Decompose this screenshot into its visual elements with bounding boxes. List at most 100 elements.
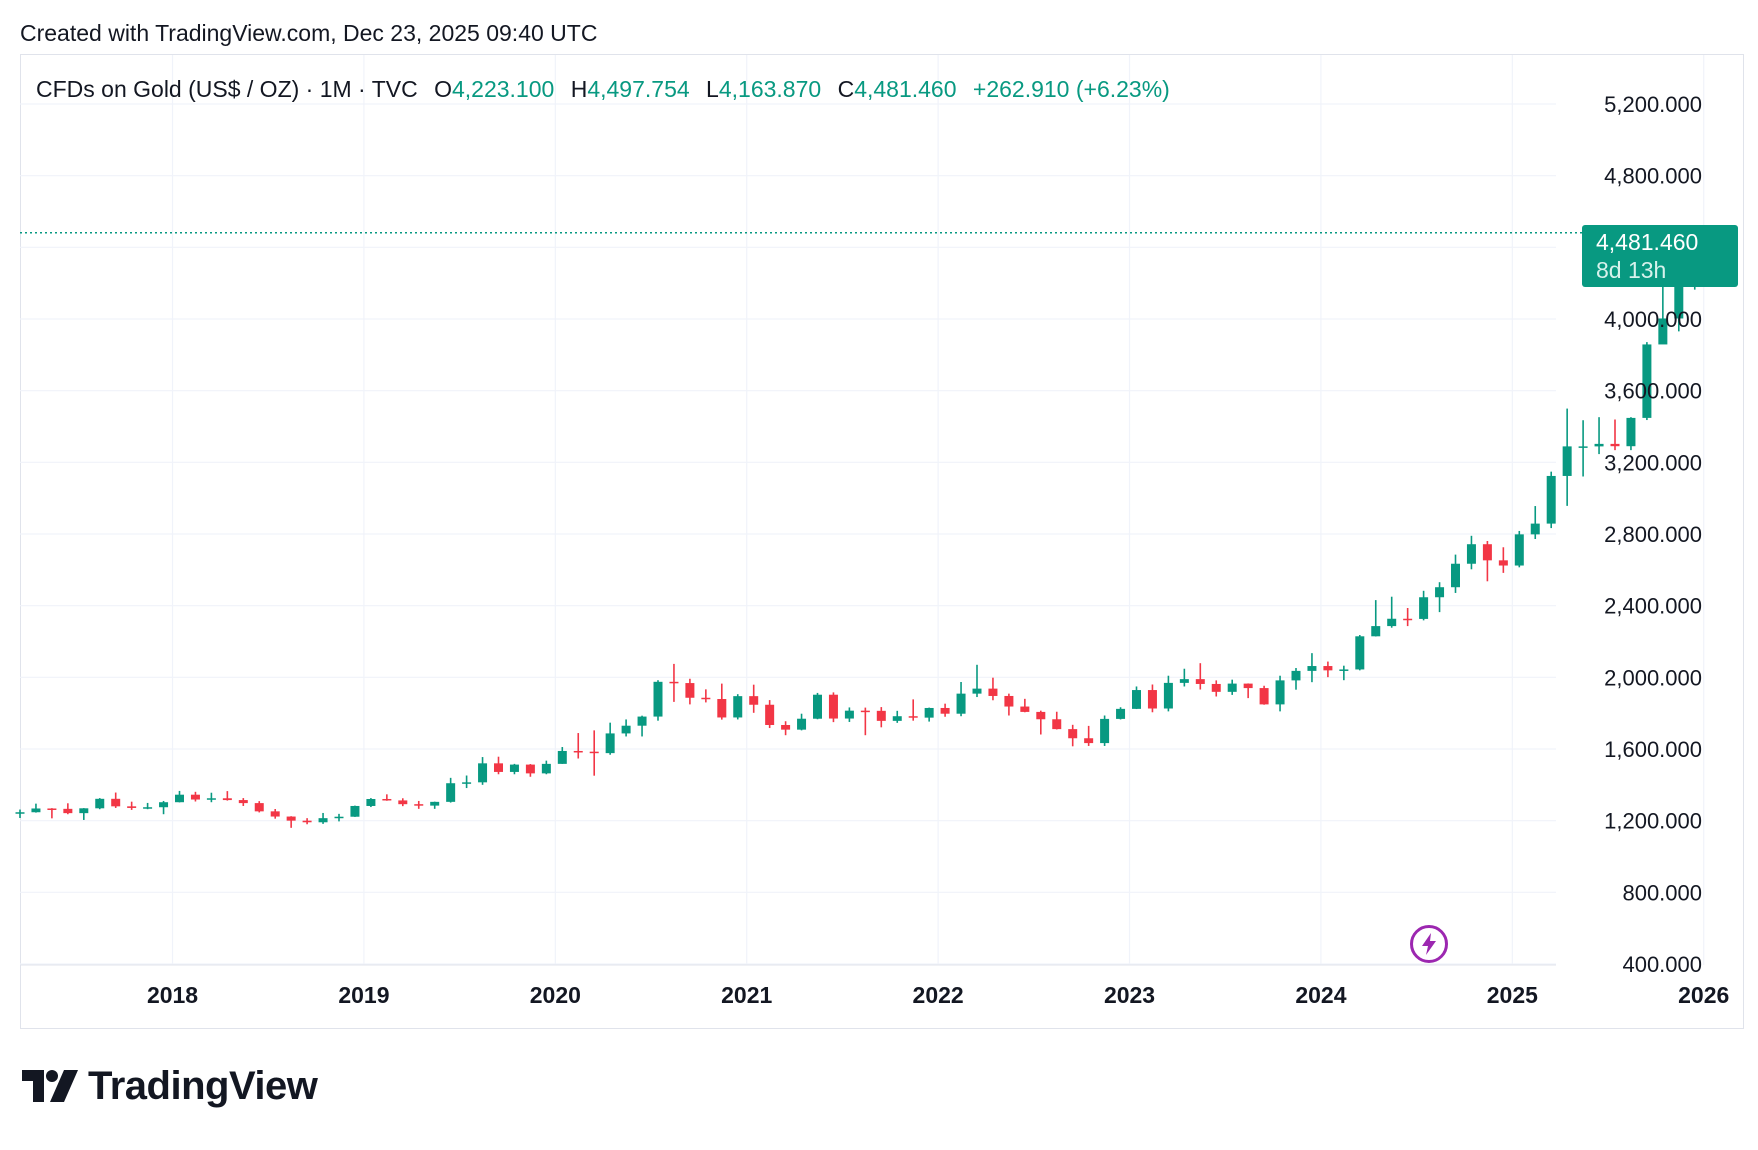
candle[interactable] <box>940 703 950 717</box>
candle[interactable] <box>1546 471 1556 529</box>
candle[interactable] <box>79 808 89 820</box>
candle[interactable] <box>238 798 248 806</box>
candle[interactable] <box>956 681 966 717</box>
candle[interactable] <box>1626 417 1636 451</box>
lightning-icon[interactable] <box>1410 925 1448 963</box>
candle[interactable] <box>924 707 934 722</box>
candle[interactable] <box>1052 711 1062 730</box>
candle[interactable] <box>1068 724 1078 747</box>
candle[interactable] <box>494 756 503 775</box>
candle[interactable] <box>1355 635 1365 671</box>
candle[interactable] <box>462 775 472 789</box>
candle[interactable] <box>1339 665 1349 681</box>
candle[interactable] <box>1004 693 1014 716</box>
candle[interactable] <box>254 801 264 813</box>
candle[interactable] <box>1514 530 1524 568</box>
candle[interactable] <box>127 801 137 810</box>
candle[interactable] <box>1195 663 1205 690</box>
candle[interactable] <box>1610 419 1620 451</box>
candle[interactable] <box>1482 540 1492 582</box>
candle[interactable] <box>190 791 200 802</box>
candle[interactable] <box>908 699 918 721</box>
candle[interactable] <box>206 792 216 803</box>
candle[interactable] <box>1578 420 1588 477</box>
candle[interactable] <box>31 803 41 813</box>
candle[interactable] <box>1163 675 1173 712</box>
candle[interactable] <box>334 813 344 822</box>
candle[interactable] <box>143 802 153 810</box>
candle[interactable] <box>844 707 854 722</box>
candle[interactable] <box>972 664 982 698</box>
candle[interactable] <box>1243 683 1253 699</box>
candle[interactable] <box>1466 535 1476 570</box>
candle[interactable] <box>541 760 551 775</box>
candle[interactable] <box>1116 707 1126 720</box>
candle[interactable] <box>318 812 328 824</box>
candle[interactable] <box>828 692 838 723</box>
candle[interactable] <box>605 722 615 755</box>
candle[interactable] <box>1594 417 1604 455</box>
candle[interactable] <box>1435 582 1445 613</box>
candle[interactable] <box>47 808 57 819</box>
candle[interactable] <box>765 700 775 729</box>
candle[interactable] <box>270 809 280 819</box>
candle[interactable] <box>1530 506 1540 540</box>
candle[interactable] <box>717 683 727 720</box>
candle[interactable] <box>1371 600 1381 637</box>
candle[interactable] <box>366 798 376 808</box>
candle[interactable] <box>1307 653 1317 683</box>
candle[interactable] <box>1227 679 1237 695</box>
candle[interactable] <box>446 777 456 803</box>
candle[interactable] <box>286 816 296 828</box>
candle[interactable] <box>302 818 312 825</box>
candle[interactable] <box>350 805 360 817</box>
candle[interactable] <box>653 680 663 721</box>
candle[interactable] <box>1403 607 1413 627</box>
tradingview-logo[interactable]: TradingView <box>22 1064 318 1109</box>
candle[interactable] <box>1132 686 1141 710</box>
candle[interactable] <box>1498 547 1508 573</box>
candle[interactable] <box>701 689 711 703</box>
candle[interactable] <box>382 794 392 801</box>
candle[interactable] <box>781 721 791 736</box>
candle[interactable] <box>1562 408 1572 506</box>
candle[interactable] <box>95 798 105 810</box>
candle[interactable] <box>1179 668 1189 687</box>
candle[interactable] <box>1084 725 1094 746</box>
candle[interactable] <box>669 663 679 702</box>
candle[interactable] <box>525 764 535 777</box>
candle[interactable] <box>637 715 647 737</box>
candle[interactable] <box>1387 596 1397 628</box>
candle[interactable] <box>15 809 25 818</box>
candle[interactable] <box>430 801 440 809</box>
candle[interactable] <box>1100 715 1110 746</box>
candle[interactable] <box>573 733 583 759</box>
candle[interactable] <box>111 792 121 808</box>
candle[interactable] <box>621 719 631 737</box>
candle[interactable] <box>797 713 807 731</box>
candle[interactable] <box>1291 668 1301 690</box>
candle[interactable] <box>813 692 822 720</box>
candle[interactable] <box>557 747 567 764</box>
candle[interactable] <box>1036 710 1046 735</box>
candle[interactable] <box>1451 554 1460 593</box>
candle[interactable] <box>509 763 519 775</box>
candle[interactable] <box>222 791 232 801</box>
candle[interactable] <box>1211 680 1221 697</box>
candle[interactable] <box>63 803 73 815</box>
candle[interactable] <box>749 684 759 713</box>
candle[interactable] <box>1323 661 1333 678</box>
candle[interactable] <box>1419 590 1429 621</box>
candle[interactable] <box>1642 342 1652 421</box>
candle[interactable] <box>414 800 424 809</box>
candle[interactable] <box>175 790 184 803</box>
candle[interactable] <box>733 694 743 720</box>
candle[interactable] <box>1020 698 1030 713</box>
candle[interactable] <box>1275 675 1285 712</box>
candle[interactable] <box>876 707 886 728</box>
candle[interactable] <box>1147 684 1157 713</box>
candle[interactable] <box>589 730 599 776</box>
candle[interactable] <box>398 798 408 807</box>
candle[interactable] <box>685 678 695 705</box>
